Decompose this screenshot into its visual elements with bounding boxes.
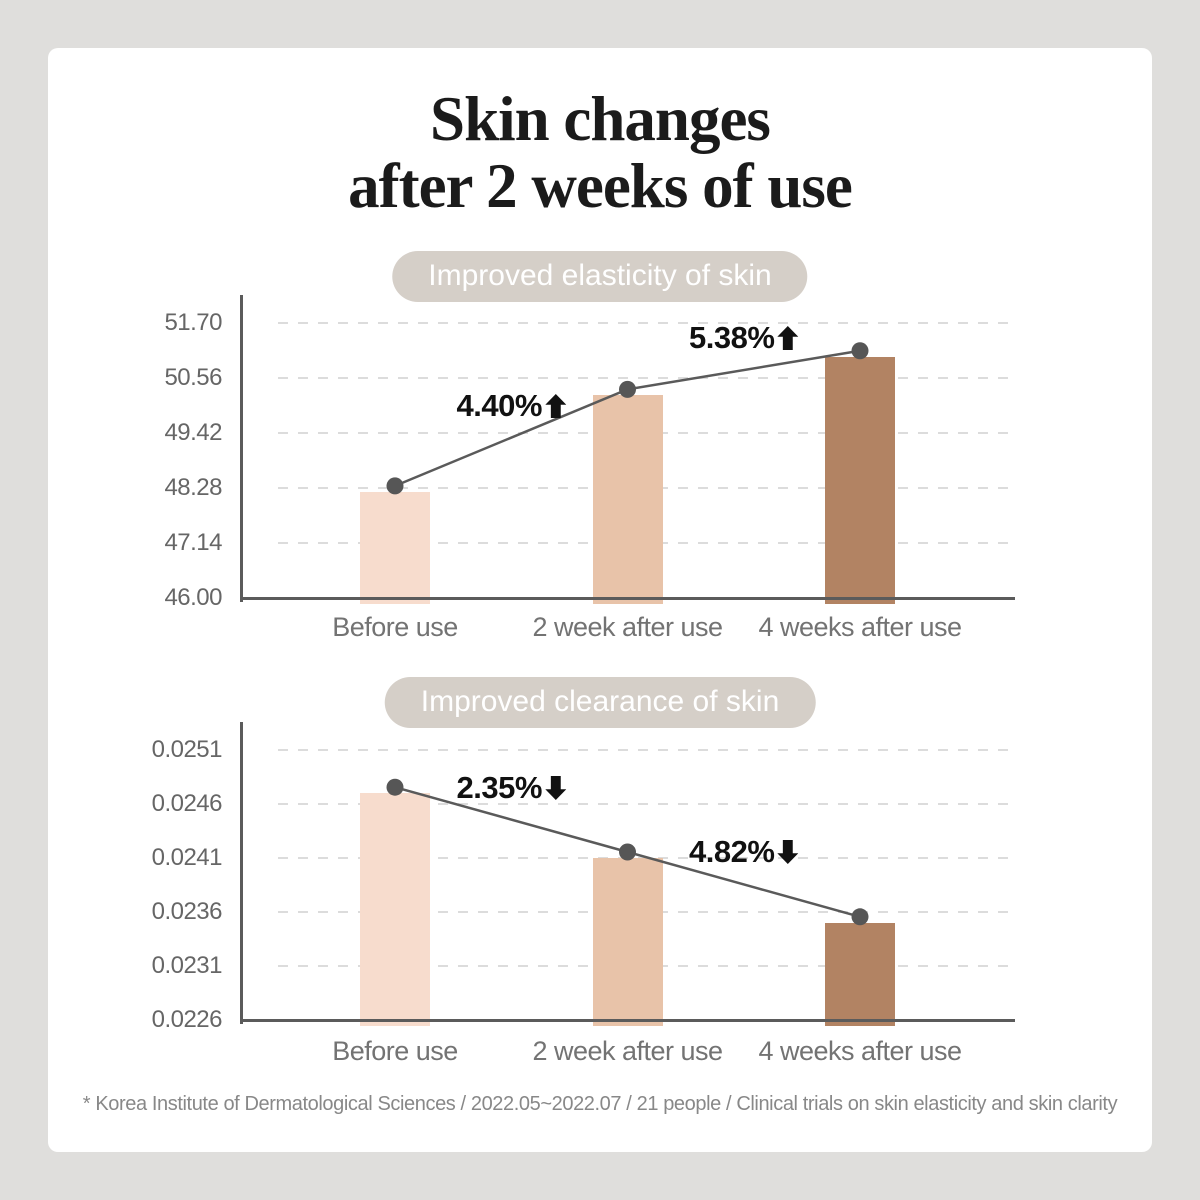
y-tick-label: 48.28	[164, 474, 222, 501]
x-axis-label: 2 week after use	[532, 1036, 723, 1066]
arrow-up-icon	[777, 326, 799, 351]
y-tick-label: 0.0246	[151, 790, 223, 817]
title-line-2: after 2 weeks of use	[348, 150, 853, 221]
annotation-label: 2.35%	[456, 769, 543, 805]
elasticity-chart-title-badge: Improved elasticity of skin	[392, 251, 808, 302]
y-tick-label: 47.14	[164, 529, 222, 556]
elasticity-chart-title: Improved elasticity of skin	[428, 259, 772, 292]
arrow-down-icon	[544, 775, 566, 800]
y-tick-label: 0.0236	[151, 898, 223, 925]
bar	[825, 922, 895, 1026]
x-axis-label: 4 weeks after use	[758, 612, 962, 642]
annotation-label: 5.38%	[689, 320, 775, 356]
x-axis-label: 2 week after use	[532, 612, 723, 642]
clearance-chart-title: Improved clearance of skin	[420, 685, 780, 718]
y-axis-line	[240, 295, 243, 602]
x-axis-line	[240, 1019, 1015, 1022]
y-tick-label: 0.0241	[151, 844, 223, 871]
y-tick-label: 49.42	[164, 419, 222, 446]
x-axis-label: Before use	[332, 612, 458, 642]
annotation-label: 4.40%	[456, 387, 543, 423]
clearance-chart-title-badge: Improved clearance of skin	[384, 677, 816, 728]
y-tick-label: 0.0226	[151, 1006, 223, 1033]
y-axis-line	[240, 722, 243, 1024]
footnote: * Korea Institute of Dermatological Scie…	[82, 1093, 1118, 1115]
x-axis-line	[240, 597, 1015, 600]
annotation: 4.40%	[457, 388, 566, 424]
annotation: 5.38%	[689, 320, 799, 356]
bar	[360, 793, 430, 1026]
y-tick-label: 46.00	[164, 584, 222, 611]
y-tick-label: 0.0251	[151, 736, 223, 763]
annotation-label: 4.82%	[689, 834, 775, 870]
annotation: 4.82%	[689, 834, 799, 870]
page-title: Skin changes after 2 weeks of use	[0, 86, 1200, 220]
gridline	[278, 749, 1015, 751]
bar	[360, 491, 430, 604]
y-tick-label: 0.0231	[151, 952, 223, 979]
y-tick-label: 50.56	[164, 364, 222, 391]
arrow-down-icon	[777, 840, 799, 865]
bar	[592, 858, 663, 1026]
x-axis-label: Before use	[332, 1036, 458, 1066]
bar	[825, 356, 895, 604]
gridline	[278, 322, 1015, 324]
arrow-up-icon	[544, 393, 566, 418]
x-axis-label: 4 weeks after use	[758, 1036, 962, 1066]
y-tick-label: 51.70	[164, 309, 222, 336]
annotation: 2.35%	[457, 770, 566, 806]
bar	[592, 395, 663, 604]
title-line-1: Skin changes	[430, 84, 771, 154]
gridline	[278, 377, 1015, 379]
